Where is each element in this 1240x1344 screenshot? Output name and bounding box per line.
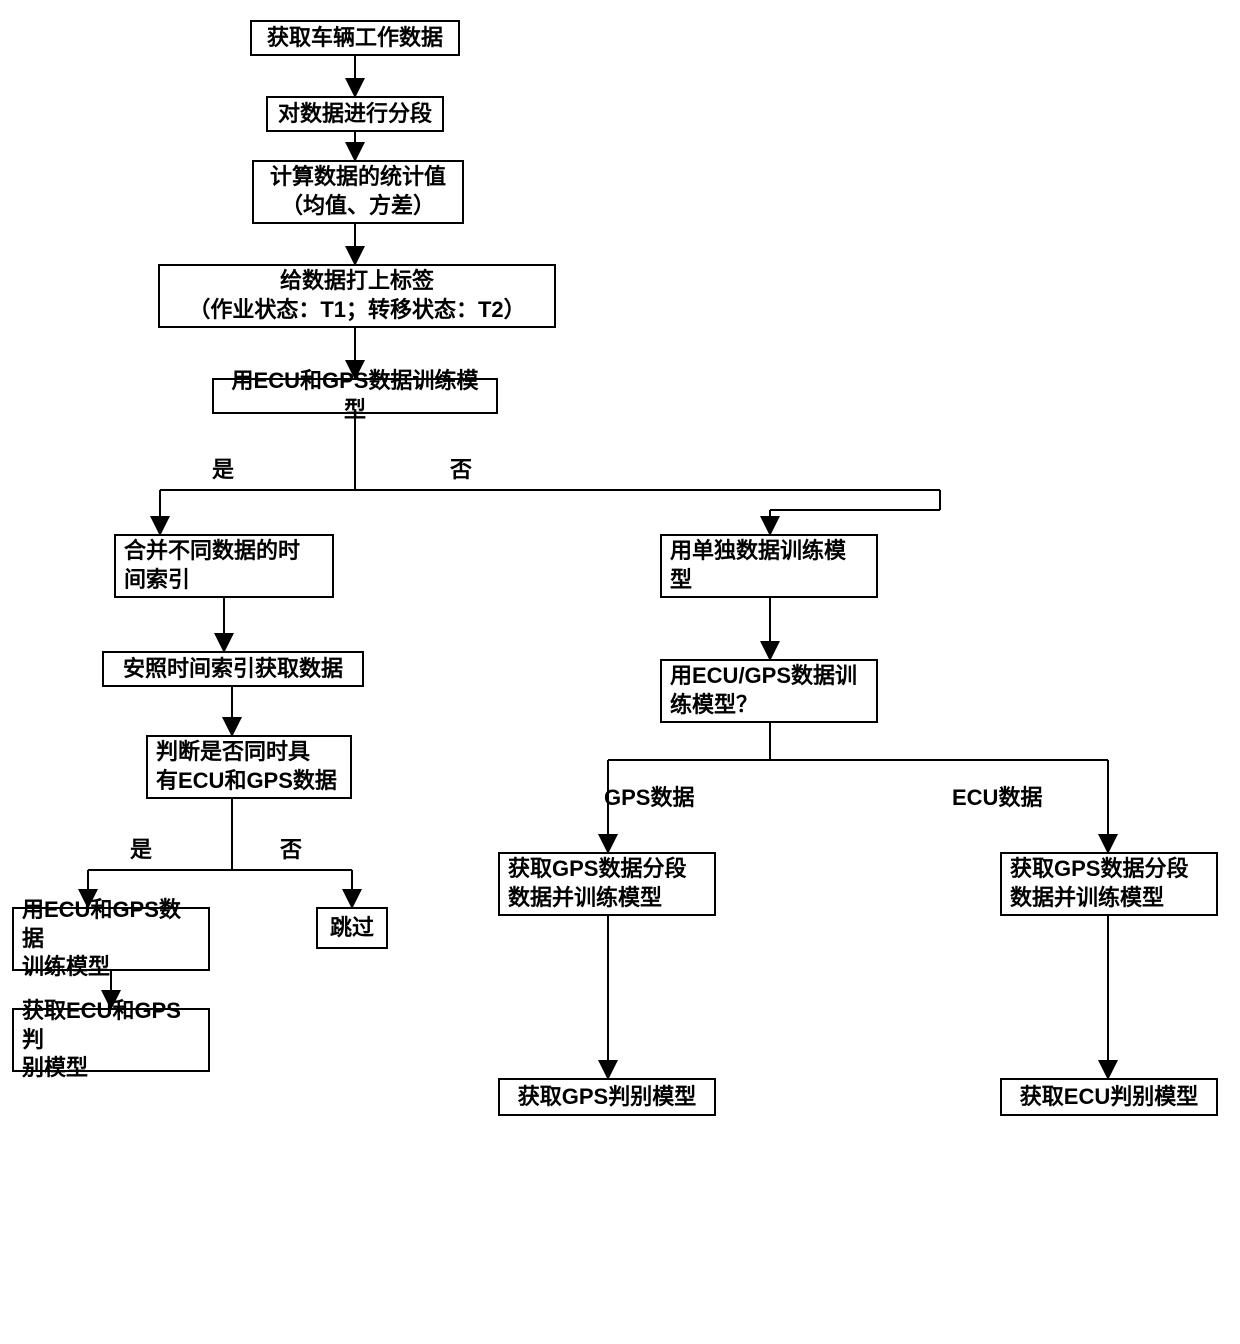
node-label-data: 给数据打上标签 （作业状态：T1；转移状态：T2） (158, 264, 556, 328)
label-yes-2: 是 (130, 832, 152, 864)
node-segment-data: 对数据进行分段 (266, 96, 444, 132)
node-get-gps-segment: 获取GPS数据分段 数据并训练模型 (498, 852, 716, 916)
node-train-both: 用ECU和GPS数据 训练模型 (12, 907, 210, 971)
node-get-vehicle-data: 获取车辆工作数据 (250, 20, 460, 56)
node-get-by-time: 安照时间索引获取数据 (102, 651, 364, 687)
label-ecu: ECU数据 (952, 780, 1042, 812)
node-merge-time-index: 合并不同数据的时 间索引 (114, 534, 334, 598)
label-no-2: 否 (280, 832, 302, 864)
label-yes-1: 是 (212, 452, 234, 484)
node-get-gps-model: 获取GPS判别模型 (498, 1078, 716, 1116)
label-no-1: 否 (450, 452, 472, 484)
node-skip: 跳过 (316, 907, 388, 949)
node-train-ecu-gps: 用ECU和GPS数据训练模型 (212, 378, 498, 414)
node-get-both-model: 获取ECU和GPS判 别模型 (12, 1008, 210, 1072)
node-train-single: 用单独数据训练模 型 (660, 534, 878, 598)
node-get-ecu-segment: 获取GPS数据分段 数据并训练模型 (1000, 852, 1218, 916)
label-gps: GPS数据 (604, 780, 694, 812)
node-check-both: 判断是否同时具 有ECU和GPS数据 (146, 735, 352, 799)
node-get-ecu-model: 获取ECU判别模型 (1000, 1078, 1218, 1116)
node-which-data: 用ECU/GPS数据训 练模型？ (660, 659, 878, 723)
node-calc-stats: 计算数据的统计值 （均值、方差） (252, 160, 464, 224)
